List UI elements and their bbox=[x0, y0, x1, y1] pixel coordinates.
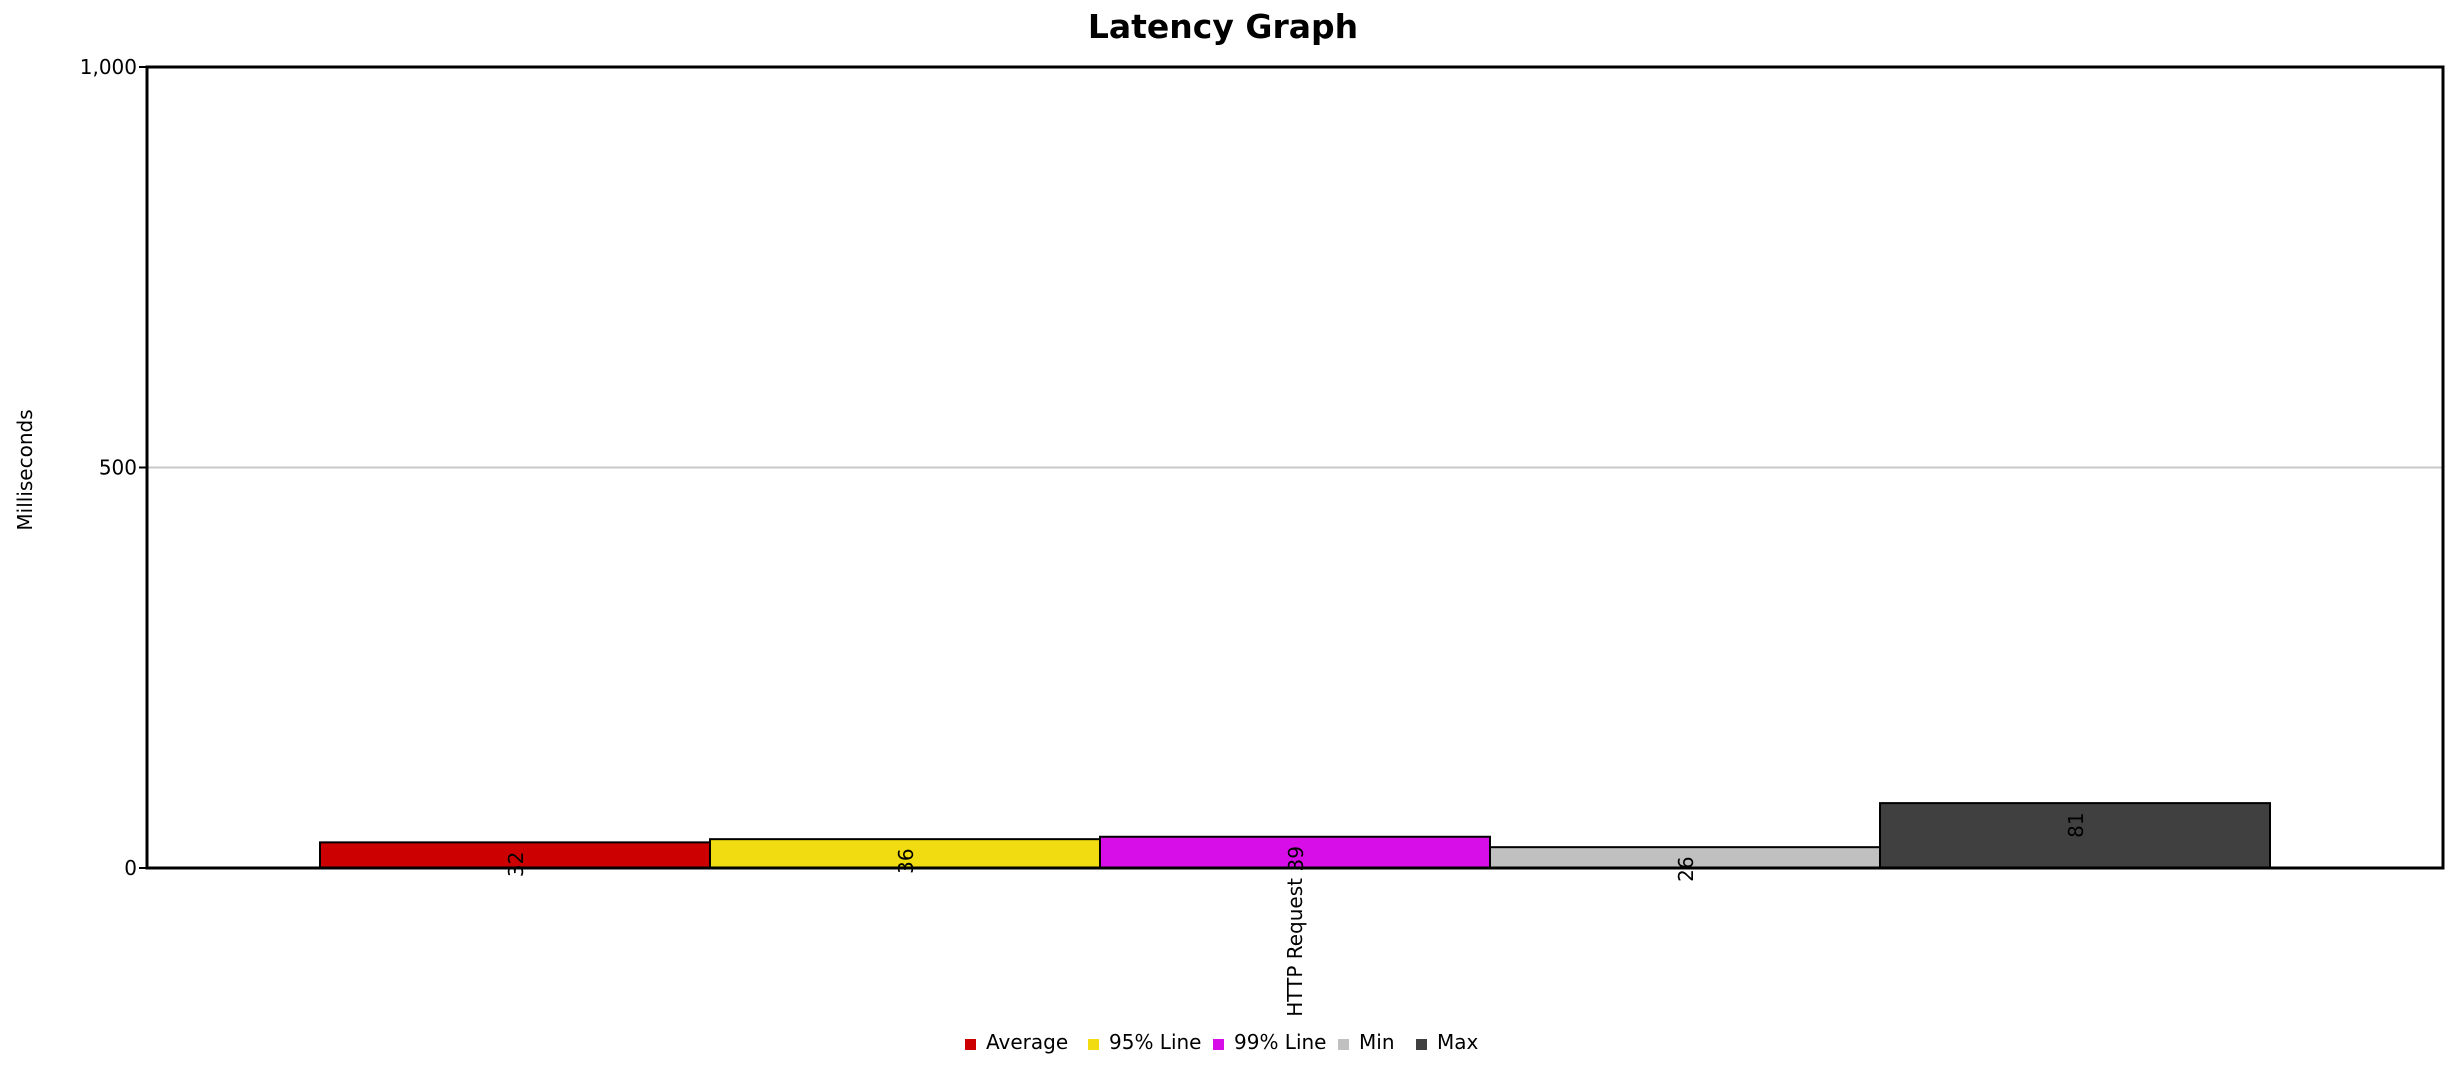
y-axis-ticks: 0 500 1,000 bbox=[80, 55, 147, 880]
y-tick-label: 1,000 bbox=[80, 55, 137, 79]
legend-swatch bbox=[1088, 1039, 1099, 1050]
legend-label: Min bbox=[1359, 1030, 1395, 1054]
y-tick-label: 500 bbox=[99, 456, 137, 480]
y-axis-label: Milliseconds bbox=[13, 409, 37, 530]
legend-label: Average bbox=[986, 1030, 1068, 1054]
legend-swatch bbox=[965, 1039, 976, 1050]
data-label: 32 bbox=[504, 852, 528, 877]
bar-99-line bbox=[1099, 835, 1491, 869]
data-label: 36 bbox=[894, 848, 918, 873]
bar-average bbox=[319, 841, 711, 869]
x-category-label: HTTP Request bbox=[1283, 878, 1307, 1017]
bar-max bbox=[1879, 802, 2271, 870]
legend-swatch bbox=[1338, 1039, 1349, 1050]
chart-title: Latency Graph bbox=[1088, 7, 1358, 46]
legend-swatch bbox=[1213, 1039, 1224, 1050]
legend: Average 95% Line 99% Line Min Max bbox=[965, 1030, 1479, 1054]
legend-label: Max bbox=[1437, 1030, 1479, 1054]
legend-swatch bbox=[1416, 1039, 1427, 1050]
plot-area-frame bbox=[145, 65, 2445, 870]
y-tick-label: 0 bbox=[124, 856, 137, 880]
legend-label: 99% Line bbox=[1234, 1030, 1327, 1054]
x-axis-categories: HTTP Request bbox=[1283, 878, 1307, 1017]
legend-label: 95% Line bbox=[1109, 1030, 1202, 1054]
data-label: 81 bbox=[2064, 812, 2088, 837]
